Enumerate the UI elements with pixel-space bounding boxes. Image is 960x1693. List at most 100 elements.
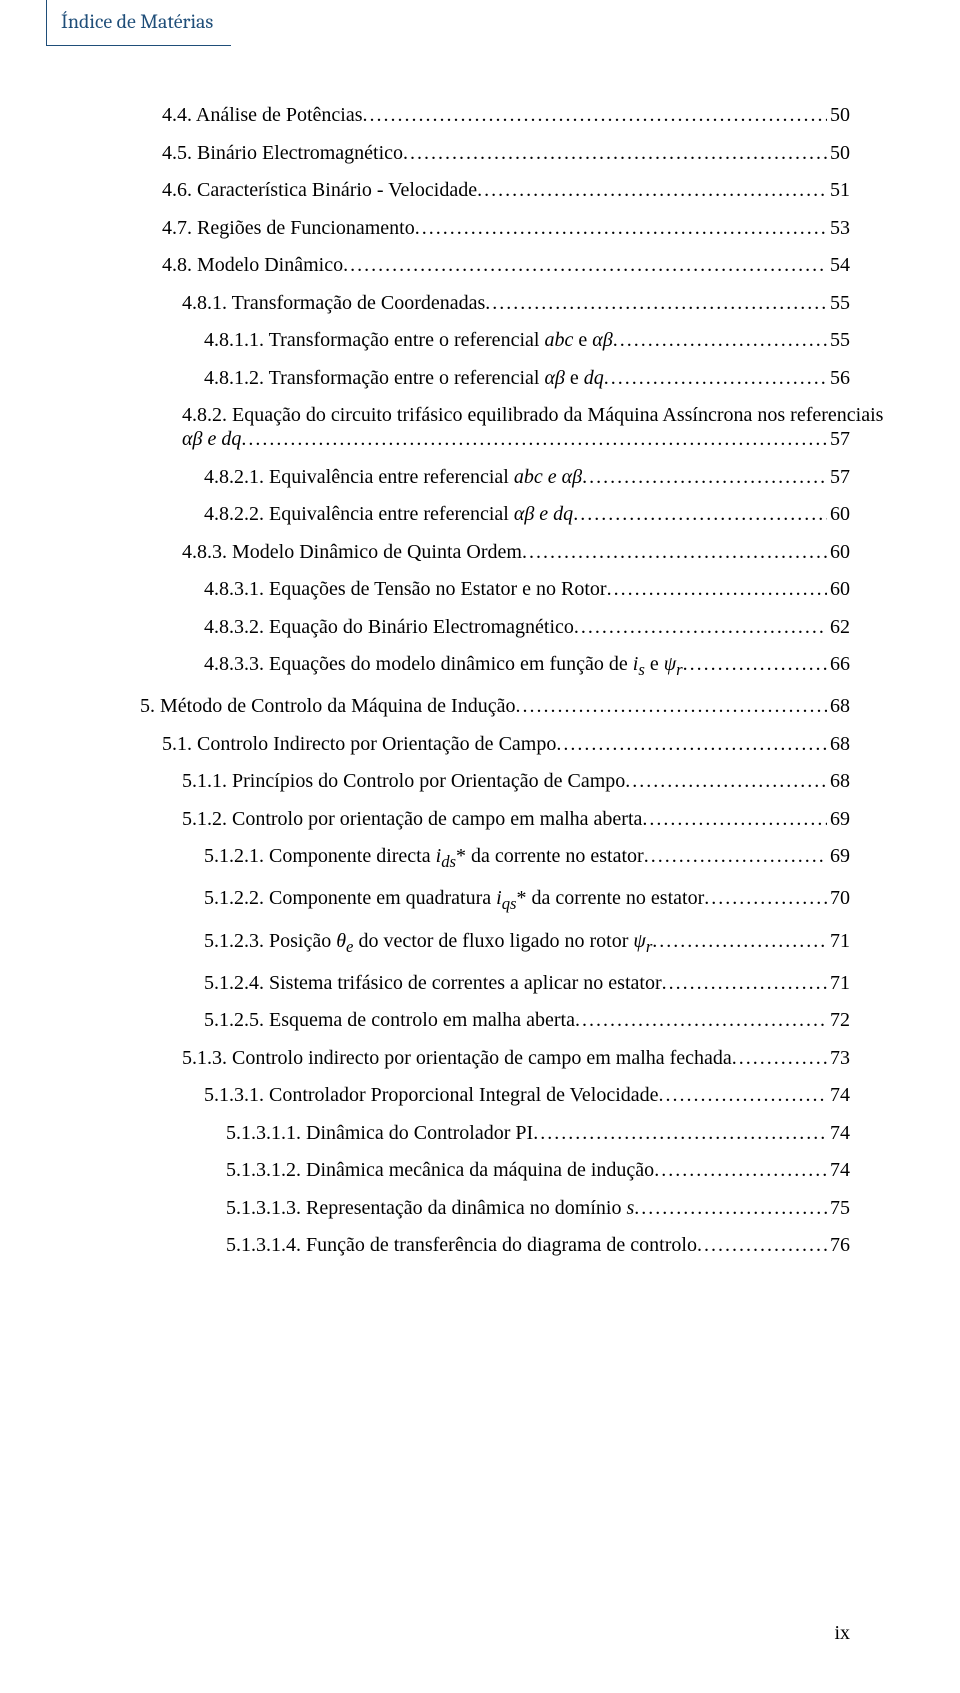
toc-entry-title: 4.7. Regiões de Funcionamento: [162, 218, 415, 238]
toc-leader-dots: [704, 888, 827, 908]
toc-entry-page: 76: [827, 1235, 850, 1255]
toc-entry: 5.1.3.1.2. Dinâmica mecânica da máquina …: [140, 1160, 850, 1180]
toc-entry: 5.1.3.1. Controlador Proporcional Integr…: [140, 1085, 850, 1105]
toc-entry-title: 5.1.3.1. Controlador Proporcional Integr…: [204, 1085, 659, 1105]
toc-entry: 5.1.2. Controlo por orientação de campo …: [140, 809, 850, 829]
page-number: ix: [834, 1622, 850, 1645]
toc-leader-dots: [556, 734, 827, 754]
toc-leader-dots: [522, 542, 827, 562]
toc-entry-page: 69: [827, 846, 850, 866]
toc-entry-title: 4.6. Característica Binário - Velocidade: [162, 180, 477, 200]
toc-entry-page: 62: [827, 617, 850, 637]
toc-entry-title: 5.1.2.3. Posição θe do vector de fluxo l…: [204, 931, 652, 956]
toc-entry-page: 57: [827, 467, 850, 487]
toc-entry-title: 4.8.2. Equação do circuito trifásico equ…: [182, 405, 883, 425]
toc-entry-title: 4.8. Modelo Dinâmico: [162, 255, 343, 275]
toc-leader-dots: [652, 931, 827, 951]
toc-entry-page: 74: [827, 1160, 850, 1180]
toc-entry-page: 50: [827, 143, 850, 163]
toc-leader-dots: [732, 1048, 827, 1068]
toc-entry-page: 71: [827, 973, 850, 993]
toc-entry-title: 5. Método de Controlo da Máquina de Indu…: [140, 696, 515, 716]
toc-leader-dots: [642, 809, 827, 829]
toc-entry: 4.6. Característica Binário - Velocidade…: [140, 180, 850, 200]
toc-entry-title: 4.8.3.2. Equação do Binário Electromagné…: [204, 617, 574, 637]
toc-entry: 4.8.1.1. Transformação entre o referenci…: [140, 330, 850, 350]
toc-entry-page: 53: [827, 218, 850, 238]
toc-entry-title: 4.8.1.2. Transformação entre o referenci…: [204, 368, 604, 388]
toc-entry-title: 4.8.1.1. Transformação entre o referenci…: [204, 330, 613, 350]
toc-entry-page: 55: [827, 330, 850, 350]
toc-entry: 5. Método de Controlo da Máquina de Indu…: [140, 696, 850, 716]
toc-entry: 4.8.3. Modelo Dinâmico de Quinta Ordem60: [140, 542, 850, 562]
header-title: Índice de Matérias: [61, 10, 213, 33]
toc-entry-page: 54: [827, 255, 850, 275]
toc-entry: 5.1.3.1.3. Representação da dinâmica no …: [140, 1198, 850, 1218]
toc-entry-page: 60: [827, 542, 850, 562]
toc-leader-dots: [697, 1235, 827, 1255]
toc-entry-page: 55: [827, 293, 850, 313]
toc-entry: 4.5. Binário Electromagnético 50: [140, 143, 850, 163]
toc-entry-page: 74: [827, 1123, 850, 1143]
toc-entry-title: αβ e dq: [182, 429, 241, 449]
toc-entry: 4.8.2. Equação do circuito trifásico equ…: [140, 405, 850, 425]
toc-entry: 4.8.3.3. Equações do modelo dinâmico em …: [140, 654, 850, 679]
toc-entry-page: 70: [827, 888, 850, 908]
toc-entry: 4.8.3.2. Equação do Binário Electromagné…: [140, 617, 850, 637]
toc-entry-title: 5.1.3. Controlo indirecto por orientação…: [182, 1048, 732, 1068]
toc-entry-page: 60: [827, 579, 850, 599]
toc-leader-dots: [574, 617, 827, 637]
toc-entry-title: 5.1.3.1.3. Representação da dinâmica no …: [226, 1198, 634, 1218]
header-tab: Índice de Matérias: [46, 0, 231, 46]
toc-entry-title: 5.1.3.1.4. Função de transferência do di…: [226, 1235, 697, 1255]
toc-entry-title: 5.1.2.2. Componente em quadratura iqs* d…: [204, 888, 704, 913]
toc-leader-dots: [625, 771, 827, 791]
toc-entry-page: 73: [827, 1048, 850, 1068]
toc-leader-dots: [363, 105, 827, 125]
toc-entry: 5.1.3. Controlo indirecto por orientação…: [140, 1048, 850, 1068]
toc-entry-title: 4.8.1. Transformação de Coordenadas: [182, 293, 485, 313]
toc-entry-page: 50: [827, 105, 850, 125]
toc-entry-page: 75: [827, 1198, 850, 1218]
toc-entry: 4.8. Modelo Dinâmico 54: [140, 255, 850, 275]
toc-leader-dots: [241, 429, 827, 449]
toc-leader-dots: [343, 255, 827, 275]
toc-entry: 5.1.2.1. Componente directa ids* da corr…: [140, 846, 850, 871]
toc-leader-dots: [415, 218, 827, 238]
toc-entry: 4.7. Regiões de Funcionamento 53: [140, 218, 850, 238]
toc-entry: 5.1.3.1.4. Função de transferência do di…: [140, 1235, 850, 1255]
toc-entry-page: 68: [827, 696, 850, 716]
toc-entry-title: 5.1.3.1.2. Dinâmica mecânica da máquina …: [226, 1160, 654, 1180]
toc-entry: 5.1.2.5. Esquema de controlo em malha ab…: [140, 1010, 850, 1030]
toc-leader-dots: [634, 1198, 827, 1218]
toc-leader-dots: [613, 330, 827, 350]
toc-entry: αβ e dq 57: [140, 429, 850, 449]
toc-leader-dots: [662, 973, 827, 993]
toc-entry-title: 5.1.2. Controlo por orientação de campo …: [182, 809, 642, 829]
toc-leader-dots: [659, 1085, 827, 1105]
toc-entry-title: 4.5. Binário Electromagnético: [162, 143, 403, 163]
document-page: Índice de Matérias 4.4. Análise de Potên…: [0, 0, 960, 1693]
toc-entry-title: 5.1. Controlo Indirecto por Orientação d…: [162, 734, 556, 754]
toc-entry: 4.8.2.2. Equivalência entre referencial …: [140, 504, 850, 524]
toc-leader-dots: [533, 1123, 827, 1143]
toc-leader-dots: [477, 180, 827, 200]
toc-entry-page: 60: [827, 504, 850, 524]
toc-entry-title: 4.8.3.3. Equações do modelo dinâmico em …: [204, 654, 683, 679]
toc-entry: 5.1.2.3. Posição θe do vector de fluxo l…: [140, 931, 850, 956]
table-of-contents: 4.4. Análise de Potências504.5. Binário …: [140, 0, 850, 1255]
toc-entry-title: 4.8.2.1. Equivalência entre referencial …: [204, 467, 582, 487]
toc-entry-page: 57: [827, 429, 850, 449]
toc-entry-page: 72: [827, 1010, 850, 1030]
toc-entry-page: 74: [827, 1085, 850, 1105]
toc-entry-page: 68: [827, 771, 850, 791]
toc-leader-dots: [683, 654, 827, 674]
toc-entry-title: 5.1.2.5. Esquema de controlo em malha ab…: [204, 1010, 575, 1030]
toc-entry-title: 5.1.2.4. Sistema trifásico de correntes …: [204, 973, 662, 993]
toc-leader-dots: [575, 1010, 827, 1030]
toc-entry-page: 51: [827, 180, 850, 200]
toc-entry: 4.8.1.2. Transformação entre o referenci…: [140, 368, 850, 388]
toc-entry: 4.8.3.1. Equações de Tensão no Estator e…: [140, 579, 850, 599]
toc-leader-dots: [654, 1160, 827, 1180]
toc-entry: 5.1.2.4. Sistema trifásico de correntes …: [140, 973, 850, 993]
